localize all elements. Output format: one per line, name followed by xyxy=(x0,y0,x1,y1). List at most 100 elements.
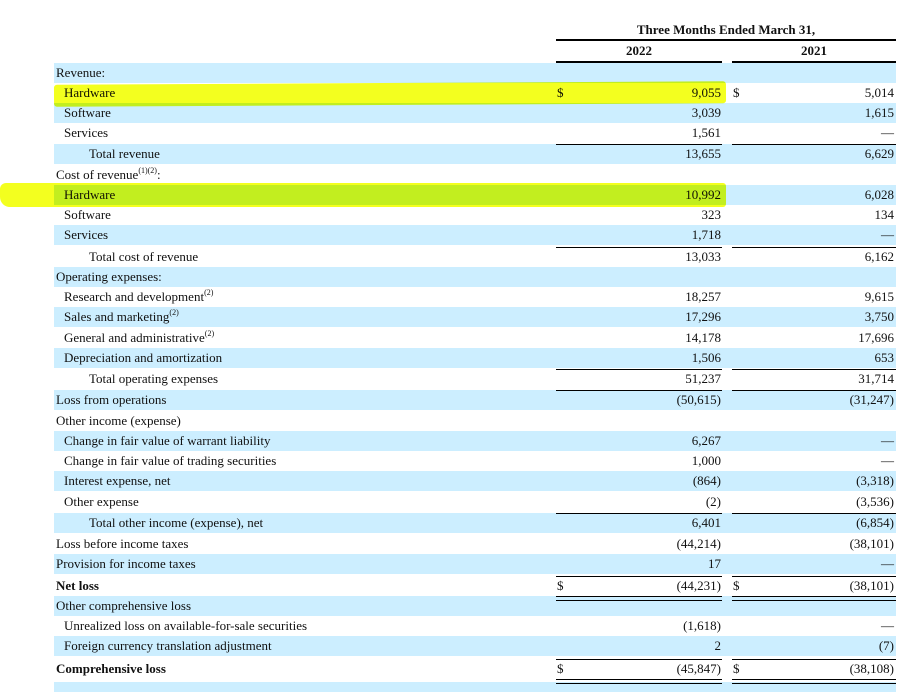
row-label: Comprehensive loss xyxy=(56,661,166,677)
year-rule-2022 xyxy=(556,61,722,63)
row-shading xyxy=(54,63,896,83)
row-label-text: Depreciation and amortization xyxy=(64,350,223,365)
year-rule-2021 xyxy=(732,61,896,63)
row-label: Total operating expenses xyxy=(89,371,218,387)
row-label-text: Provision for income taxes xyxy=(56,556,196,571)
row-label: Cost of revenue(1)(2): xyxy=(56,167,161,183)
value-2021: (3,536) xyxy=(856,494,894,509)
value-2022: 51,237 xyxy=(685,371,721,386)
highlight-hardware-revenue xyxy=(53,81,727,107)
table-row: Loss from operations (50,615) (31,247) xyxy=(0,390,906,410)
row-shading xyxy=(54,636,896,656)
row-label-text: Services xyxy=(64,125,109,140)
row-label-text: Change in fair value of warrant liabilit… xyxy=(64,433,271,448)
highlight-hardware-cost xyxy=(0,183,726,207)
table-row: Sales and marketing(2) 17,296 3,750 xyxy=(0,307,906,327)
subtotal-rule xyxy=(732,659,896,660)
table-row: Foreign currency translation adjustment 2… xyxy=(0,636,906,656)
value-2021: 6,629 xyxy=(864,146,894,161)
value-2022: 13,655 xyxy=(685,146,721,161)
row-label: Other income (expense) xyxy=(56,413,181,429)
table-row: Software 3,039 1,615 xyxy=(0,103,906,123)
subtotal-rule xyxy=(556,659,722,660)
value-2021: 6,162 xyxy=(864,249,894,264)
value-2021: 134 xyxy=(874,207,895,222)
value-2022: (1,618) xyxy=(683,618,721,633)
row-shading xyxy=(54,123,896,143)
row-label: Research and development(2) xyxy=(64,289,213,305)
table-row: Total other income (expense), net 6,401 (6… xyxy=(0,513,906,533)
currency-symbol-2021: $ xyxy=(733,578,740,593)
value-2021: (38,101) xyxy=(849,578,894,593)
value-2021: — xyxy=(881,556,894,571)
value-2022: 3,039 xyxy=(691,105,721,120)
row-label-text: Foreign currency translation adjustment xyxy=(64,638,272,653)
value-2022: (2) xyxy=(705,494,721,509)
table-row: Unrealized loss on available-for-sale se… xyxy=(0,616,906,636)
value-2021: — xyxy=(881,227,894,242)
row-shading xyxy=(54,513,896,533)
table-row: Cost of revenue(1)(2): xyxy=(0,165,906,185)
subtotal-rule xyxy=(556,576,722,577)
row-label: Total other income (expense), net xyxy=(89,515,263,531)
value-2022: 17,296 xyxy=(685,309,721,324)
row-shading xyxy=(54,103,896,123)
table-row: Comprehensive loss $ $ (45,847) (38,108) xyxy=(0,659,906,679)
row-label-text: Other income (expense) xyxy=(56,413,181,428)
table-row: Total cost of revenue 13,033 6,162 xyxy=(0,247,906,267)
row-label: Loss before income taxes xyxy=(56,536,188,552)
row-shading xyxy=(54,144,896,164)
row-label-text: General and administrative xyxy=(64,330,205,345)
row-label: Provision for income taxes xyxy=(56,556,196,572)
row-shading xyxy=(54,225,896,245)
value-2022: 1,718 xyxy=(691,227,721,242)
row-label: Total revenue xyxy=(89,146,160,162)
subtotal-rule xyxy=(732,369,896,370)
subtotal-rule xyxy=(556,679,722,684)
value-2022: (864) xyxy=(692,473,721,488)
value-2022: 14,178 xyxy=(685,330,721,345)
row-label: Unrealized loss on available-for-sale se… xyxy=(64,618,307,634)
value-2022: 6,401 xyxy=(691,515,721,530)
row-label-text: Sales and marketing xyxy=(64,309,170,324)
table-row: Other expense (2) (3,536) xyxy=(0,492,906,512)
row-label: Revenue: xyxy=(56,65,105,81)
row-label-text: Software xyxy=(64,207,111,222)
row-shading xyxy=(54,267,896,287)
value-2021: 5,014 xyxy=(864,85,894,100)
row-label-text: Total cost of revenue xyxy=(89,249,199,264)
row-shading xyxy=(54,576,896,596)
table-row: Revenue: xyxy=(0,63,906,83)
row-label-text: Software xyxy=(64,105,111,120)
table-row: General and administrative(2) 14,178 17,69… xyxy=(0,328,906,348)
table-row: Research and development(2) 18,257 9,615 xyxy=(0,287,906,307)
value-2021: (38,108) xyxy=(849,661,894,676)
row-label: Change in fair value of warrant liabilit… xyxy=(64,433,270,449)
subtotal-rule xyxy=(556,247,722,248)
subtotal-rule xyxy=(556,513,722,514)
table-row: Depreciation and amortization 1,506 653 xyxy=(0,348,906,368)
value-2021: 17,696 xyxy=(858,330,894,345)
table-row: Provision for income taxes 17 — xyxy=(0,554,906,574)
value-2021: (6,854) xyxy=(856,515,894,530)
row-label: Services xyxy=(64,125,108,141)
value-2022: 1,000 xyxy=(691,453,721,468)
table-row: Loss before income taxes (44,214) (38,101) xyxy=(0,534,906,554)
table-row: Other income (expense) xyxy=(0,411,906,431)
subtotal-rule xyxy=(556,144,722,145)
row-label-text: Unrealized loss on available-for-sale se… xyxy=(64,618,308,633)
footnote-marker: (2) xyxy=(204,288,214,297)
value-2022: 18,257 xyxy=(685,289,721,304)
row-label-text: Comprehensive loss xyxy=(56,661,166,676)
value-2021: — xyxy=(881,125,894,140)
value-2021: (31,247) xyxy=(849,392,894,407)
row-label: Software xyxy=(64,105,111,121)
row-label: Sales and marketing(2) xyxy=(64,309,179,325)
row-shading xyxy=(54,596,896,616)
column-header-2022: 2022 xyxy=(626,43,652,58)
value-2021: 6,028 xyxy=(864,187,894,202)
value-2022: 13,033 xyxy=(685,249,721,264)
footnote-marker: (2) xyxy=(169,308,179,317)
row-shading xyxy=(54,348,896,368)
row-label-text: Services xyxy=(64,227,109,242)
